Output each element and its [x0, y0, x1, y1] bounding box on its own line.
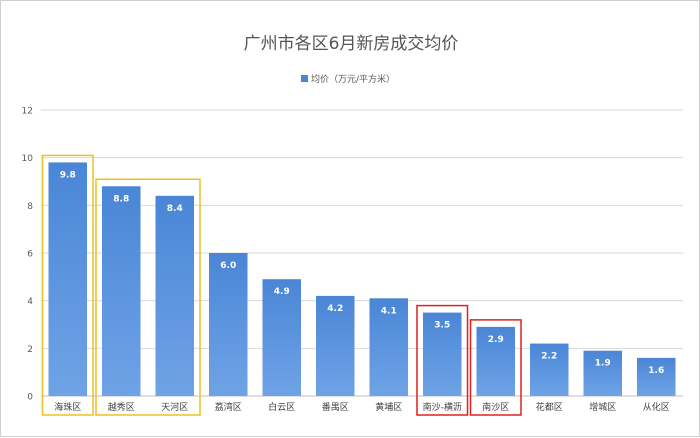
x-tick-label: 番禺区: [322, 401, 349, 413]
x-tick-label: 越秀区: [108, 401, 135, 413]
data-label: 2.9: [488, 335, 504, 345]
y-tick-label: 2: [27, 345, 33, 355]
data-label: 8.8: [113, 194, 129, 204]
y-tick-label: 10: [22, 154, 34, 164]
data-label: 4.2: [327, 304, 343, 314]
x-tick-label: 花都区: [536, 401, 563, 413]
bar: [262, 279, 302, 396]
legend-label: 均价（万元/平方米）: [311, 73, 395, 85]
y-tick-label: 8: [27, 202, 33, 212]
x-tick-label: 南沙-横沥: [423, 401, 462, 413]
data-label: 1.9: [595, 359, 611, 369]
legend-swatch: [301, 75, 308, 82]
bar: [48, 162, 88, 396]
y-tick-label: 4: [27, 297, 33, 307]
data-label: 3.5: [434, 321, 450, 331]
x-tick-label: 黄埔区: [375, 401, 402, 413]
data-label: 4.1: [381, 306, 397, 316]
data-label: 2.2: [541, 352, 557, 362]
axes: 0 2 4 6 8 10 12 海珠区 越秀区 天河区 荔湾区 白云区 番禺区 黄埔区 南沙-横沥 南沙区 花都…: [22, 107, 683, 413]
bar: [636, 357, 676, 396]
data-label: 4.9: [274, 287, 290, 297]
bar: [529, 343, 569, 396]
x-tick-label: 从化区: [643, 401, 670, 413]
bar: [369, 298, 409, 396]
bar: [315, 295, 355, 396]
data-label: 8.4: [167, 204, 183, 214]
y-tick-label: 12: [22, 107, 33, 117]
gridlines: [41, 109, 683, 349]
highlight-box: [41, 154, 94, 416]
y-tick-label: 6: [27, 250, 33, 260]
data-label: 1.6: [648, 366, 664, 376]
x-tick-label: 海珠区: [54, 401, 81, 413]
x-tick-label: 增城区: [589, 401, 616, 413]
bar: [476, 326, 516, 396]
bar: [583, 350, 623, 396]
data-label: 6.0: [220, 261, 236, 271]
bars: [48, 162, 676, 396]
bar: [155, 195, 195, 396]
x-tick-label: 天河区: [161, 401, 188, 413]
data-label: 9.8: [60, 170, 76, 180]
bar: [208, 253, 248, 396]
highlight-box: [416, 304, 469, 416]
highlight-box: [469, 319, 522, 416]
x-tick-label: 南沙区: [482, 401, 509, 413]
x-tick-label: 荔湾区: [215, 401, 242, 413]
chart-title: 广州市各区6月新房成交均价: [244, 34, 459, 54]
data-labels: 9.8 8.8 8.4 6.0 4.9 4.2 4.1 3.5 2.9 2.2 1.9 1.6: [60, 170, 664, 375]
y-tick-label: 0: [27, 393, 33, 403]
legend: 均价（万元/平方米）: [301, 73, 395, 85]
highlight-box: [95, 178, 201, 416]
highlight-boxes: [41, 154, 522, 416]
x-tick-label: 白云区: [268, 401, 295, 413]
bar: [422, 312, 462, 396]
bar: [101, 186, 141, 396]
